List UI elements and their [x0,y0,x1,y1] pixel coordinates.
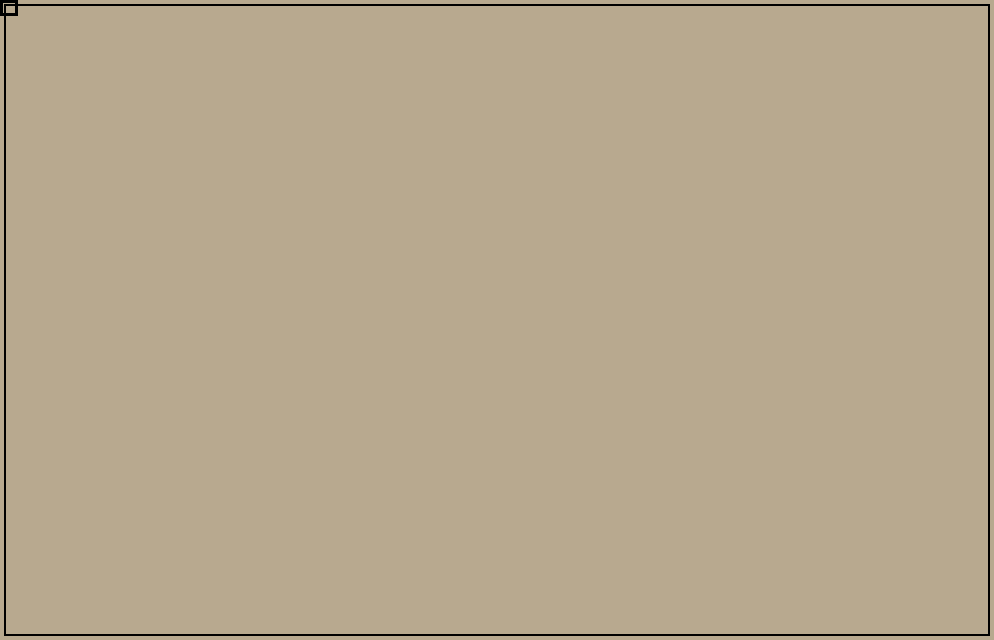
whiteboard-frame [4,4,990,636]
people-icon [0,0,78,91]
